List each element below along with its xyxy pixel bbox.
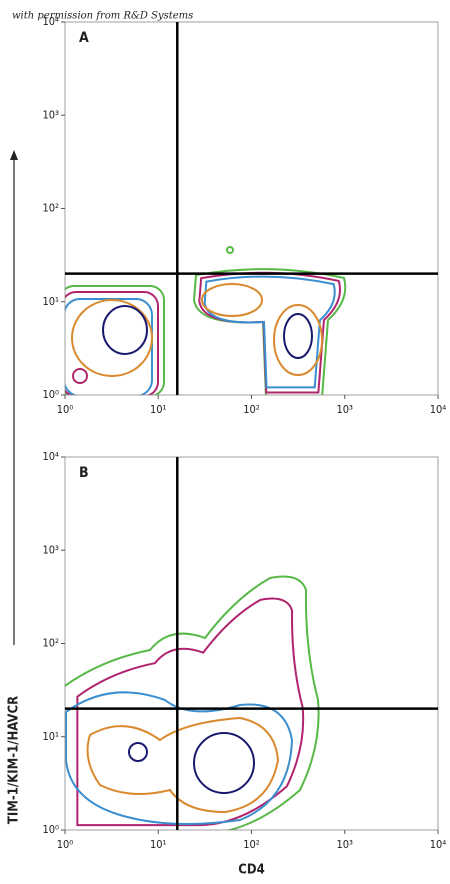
contour — [274, 305, 322, 375]
contour — [77, 599, 303, 826]
y-axis-title: TIM-1/KIM-1/HAVCR — [7, 150, 22, 824]
axes: 10⁰ 10¹ 10² 10³ 10⁴ 10⁰ 10¹ 10² 10³ 10⁴ A 10⁰ 10¹ 10²… — [42, 15, 446, 878]
x-tick-label: 10⁴ — [430, 838, 447, 851]
contour — [103, 306, 147, 354]
x-tick-label: 10² — [243, 838, 260, 851]
x-tick-label: 10⁴ — [430, 403, 447, 416]
x-tick-label: 10⁰ — [57, 403, 74, 416]
contours — [60, 247, 345, 398]
contour — [202, 284, 262, 316]
y-tick-label: 10⁴ — [42, 15, 59, 28]
contour — [72, 300, 152, 376]
contour — [62, 577, 319, 835]
contour — [227, 247, 233, 253]
contours — [62, 577, 319, 835]
annotation: with permission from R&D Systems — [12, 11, 193, 22]
x-tick-label: 10² — [243, 403, 260, 416]
y-tick-label: 10³ — [42, 543, 59, 556]
y-tick-label: 10¹ — [42, 730, 59, 743]
plot-frame — [64, 21, 439, 396]
y-axis-label: TIM-1/KIM-1/HAVCR — [7, 696, 22, 824]
x-tick-label: 10⁰ — [57, 838, 74, 851]
contour — [205, 277, 335, 388]
cluster — [194, 247, 345, 398]
x-tick-label: 10³ — [336, 838, 353, 851]
cluster — [60, 286, 164, 396]
x-axis-label: CD4 — [238, 863, 264, 878]
arrow-head — [10, 150, 18, 160]
y-tick-label: 10² — [42, 202, 59, 215]
y-tick-label: 10² — [42, 637, 59, 650]
contour — [194, 733, 254, 793]
contour — [60, 286, 164, 396]
y-tick-label: 10³ — [42, 108, 59, 121]
x-tick-label: 10¹ — [150, 403, 167, 416]
x-tick-label: 10¹ — [150, 838, 167, 851]
contour — [62, 292, 158, 396]
contour — [284, 314, 312, 358]
panel-label: B — [79, 465, 89, 481]
contour — [64, 299, 152, 396]
panel-label: A — [79, 30, 89, 46]
contour — [66, 692, 292, 824]
x-tick-label: 10³ — [336, 403, 353, 416]
y-tick-label: 10⁰ — [42, 388, 59, 401]
y-tick-label: 10¹ — [42, 295, 59, 308]
contour — [194, 269, 345, 398]
y-tick-label: 10⁴ — [42, 450, 59, 463]
y-tick-label: 10⁰ — [42, 823, 59, 836]
contour — [73, 369, 87, 383]
contour — [88, 718, 278, 812]
contour — [129, 743, 147, 761]
